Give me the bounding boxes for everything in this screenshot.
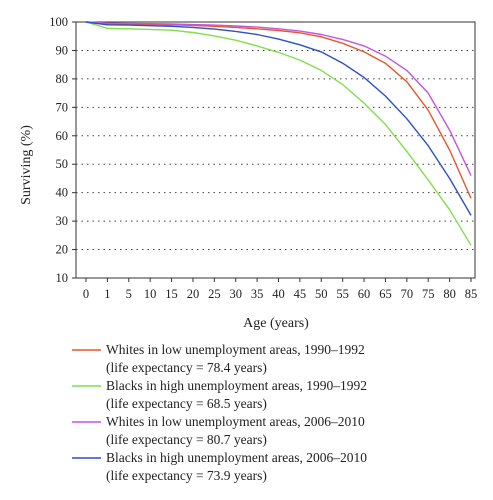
y-tick-label: 90 xyxy=(56,43,69,57)
y-tick-label: 10 xyxy=(56,271,69,285)
plot-frame xyxy=(75,21,476,279)
x-axis-label: Age (years) xyxy=(243,316,309,331)
x-tick-label: 35 xyxy=(251,287,264,301)
x-tick-label: 45 xyxy=(294,287,307,301)
y-tick-label: 80 xyxy=(56,72,69,86)
x-tick-label: 85 xyxy=(465,287,478,301)
x-tick-label: 80 xyxy=(443,287,456,301)
x-tick-label: 70 xyxy=(401,287,414,301)
legend-sublabel: (life expectancy = 68.5 years) xyxy=(106,396,267,411)
x-tick-label: 30 xyxy=(229,287,242,301)
x-tick-label: 20 xyxy=(187,287,200,301)
series-line-1 xyxy=(85,21,472,199)
x-tick-labels: 0 1 5 10 15 20 25 30 35 40 45 50 55 60 65 70 75 80 85 xyxy=(83,278,477,301)
x-tick-label: 25 xyxy=(208,287,221,301)
y-tick-label: 70 xyxy=(56,100,69,114)
y-tick-label: 60 xyxy=(56,129,69,143)
series-line-2 xyxy=(85,21,472,246)
x-tick-label: 40 xyxy=(272,287,285,301)
legend-label: Whites in low unemployment areas, 1990–1… xyxy=(106,342,365,357)
series-lines xyxy=(85,21,472,246)
plot-border xyxy=(75,21,476,279)
legend-label: Whites in low unemployment areas, 2006–2… xyxy=(106,414,365,429)
y-axis-label: Surviving (%) xyxy=(19,125,34,205)
y-tick-label: 20 xyxy=(56,243,69,257)
y-tick-label: 50 xyxy=(56,157,69,171)
series-line-4 xyxy=(85,21,472,216)
x-tick-label: 0 xyxy=(83,287,89,301)
y-tick-label: 100 xyxy=(49,15,68,29)
y-tick-label: 40 xyxy=(56,186,69,200)
series-line-3 xyxy=(85,21,472,176)
x-tick-label: 50 xyxy=(315,287,328,301)
grid-lines xyxy=(76,49,475,251)
x-tick-label: 75 xyxy=(422,287,435,301)
x-tick-label: 60 xyxy=(358,287,371,301)
legend-sublabel: (life expectancy = 73.9 years) xyxy=(106,468,267,483)
y-tick-labels: 10 20 30 40 50 60 70 80 90 100 xyxy=(49,15,76,285)
legend-sublabel: (life expectancy = 80.7 years) xyxy=(106,432,267,447)
x-tick-label: 15 xyxy=(165,287,178,301)
x-tick-label: 55 xyxy=(336,287,349,301)
x-tick-label: 65 xyxy=(379,287,392,301)
legend-label: Blacks in high unemployment areas, 1990–… xyxy=(106,378,367,393)
y-tick-label: 30 xyxy=(56,214,69,228)
x-tick-label: 5 xyxy=(126,287,132,301)
x-tick-label: 1 xyxy=(104,287,110,301)
legend-sublabel: (life expectancy = 78.4 years) xyxy=(106,360,267,375)
legend: Whites in low unemployment areas, 1990–1… xyxy=(72,342,367,483)
x-tick-label: 10 xyxy=(144,287,157,301)
legend-label: Blacks in high unemployment areas, 2006–… xyxy=(106,450,367,465)
